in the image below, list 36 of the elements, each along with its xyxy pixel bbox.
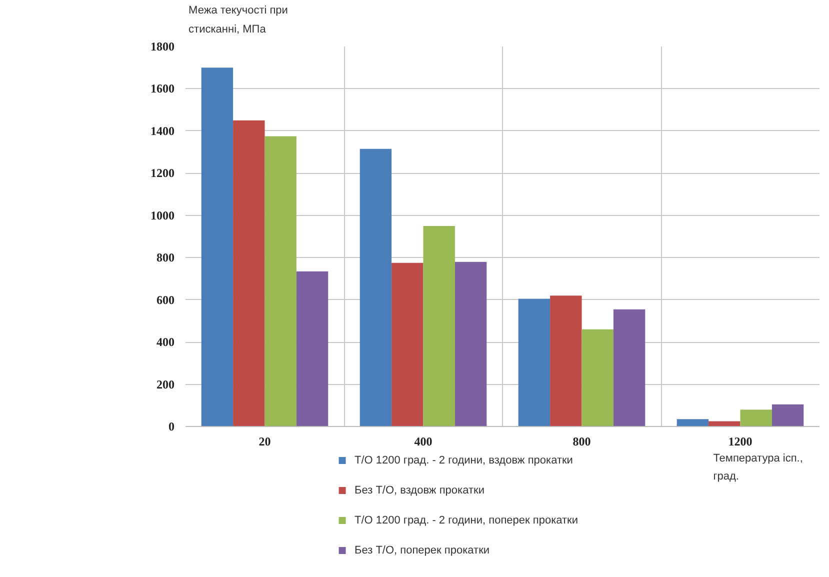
y-tick-label: 1800	[150, 40, 174, 54]
y-tick-label: 800	[156, 250, 174, 265]
y-tick-label: 1000	[150, 208, 174, 222]
bar	[676, 419, 709, 426]
x-tick-label: 800	[572, 434, 591, 448]
bar	[518, 298, 550, 426]
bar	[582, 329, 614, 426]
bar	[454, 262, 487, 426]
x-tick-label: 20	[258, 434, 271, 448]
bar	[550, 296, 582, 426]
bar	[201, 68, 234, 426]
bar	[392, 262, 424, 426]
bar	[423, 226, 455, 426]
x-tick-label: 400	[414, 434, 432, 448]
legend-label: Без Т/О, вздовж прокатки	[354, 484, 484, 496]
y-axis-title: Межа текучості при стисканні, МПа	[188, 4, 288, 36]
legend-label: Т/О 1200 град. - 2 години, поперек прокатки	[354, 514, 578, 526]
legend-label: Т/О 1200 град. - 2 години, вздовж прокатки	[354, 454, 573, 466]
y-tick-label: 1600	[150, 82, 174, 96]
y-tick-label: 200	[156, 377, 174, 392]
x-axis-title: Температура ісп., град.	[713, 452, 803, 482]
bar	[264, 136, 296, 426]
bar	[740, 410, 772, 426]
y-tick-label: 400	[156, 335, 174, 350]
x-tick-label: 1200	[728, 434, 752, 448]
y-tick-label: 600	[156, 292, 174, 307]
bar	[772, 404, 804, 426]
bar	[613, 309, 646, 426]
bar	[360, 148, 392, 426]
bar	[708, 421, 740, 426]
y-tick-label: 0	[168, 420, 174, 434]
y-tick-label: 1400	[150, 124, 174, 138]
y-tick-label: 1200	[150, 166, 174, 180]
bar	[296, 271, 328, 426]
legend-label: Без Т/О, поперек прокатки	[354, 544, 490, 556]
bar	[233, 120, 265, 426]
